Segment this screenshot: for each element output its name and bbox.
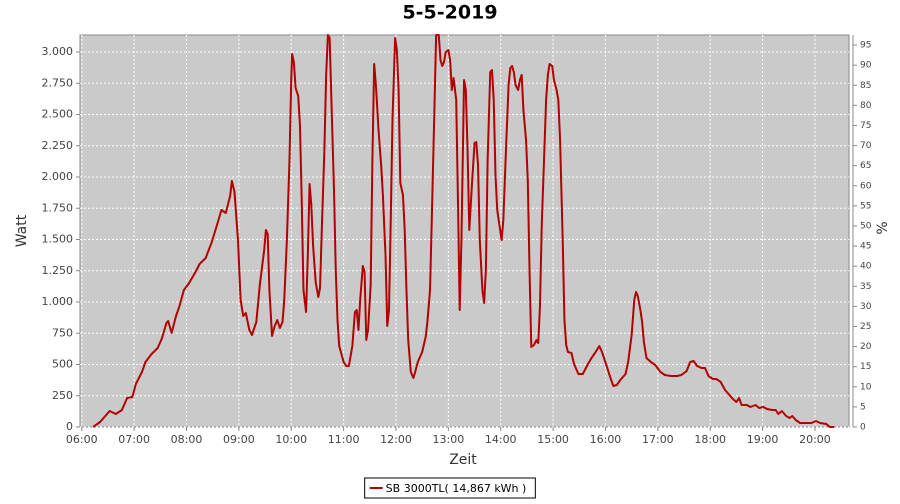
y-tick-label: 1.000 bbox=[42, 295, 74, 308]
legend-box bbox=[364, 477, 536, 499]
x-tick-label: 13:00 bbox=[433, 433, 465, 446]
y2-tick-label: 5 bbox=[860, 402, 866, 412]
y-tick-label: 2.000 bbox=[42, 170, 74, 183]
x-tick-label: 16:00 bbox=[590, 433, 622, 446]
data-line bbox=[92, 34, 835, 428]
y2-tick-label: 10 bbox=[860, 382, 872, 392]
x-tick-label: 10:00 bbox=[275, 433, 307, 446]
y-axis-title: Watt bbox=[14, 214, 30, 247]
x-tick-label: 11:00 bbox=[328, 433, 360, 446]
x-tick-label: 18:00 bbox=[694, 433, 726, 446]
y-tick-label: 1.750 bbox=[42, 201, 74, 214]
y2-tick-label: 75 bbox=[860, 121, 871, 131]
y2-tick-label: 85 bbox=[860, 81, 871, 91]
y-tick-label: 2.500 bbox=[42, 108, 74, 121]
y-tick-label: 2.750 bbox=[42, 76, 74, 89]
y-tick-label: 3.000 bbox=[42, 45, 74, 58]
x-tick-label: 07:00 bbox=[118, 433, 150, 446]
y2-tick-label: 80 bbox=[860, 101, 872, 111]
y2-tick-label: 70 bbox=[860, 141, 872, 151]
y-tick-label: 2.250 bbox=[42, 139, 74, 152]
x-tick-label: 06:00 bbox=[66, 433, 98, 446]
y2-axis-title: % bbox=[875, 221, 891, 234]
x-tick-label: 09:00 bbox=[223, 433, 255, 446]
y-tick-label: 1.250 bbox=[42, 264, 74, 277]
x-tick-label: 14:00 bbox=[485, 433, 517, 446]
x-tick-label: 08:00 bbox=[171, 433, 203, 446]
legend-label: SB 3000TL( 14,867 kWh ) bbox=[386, 482, 527, 495]
y2-tick-label: 40 bbox=[860, 262, 872, 272]
y2-tick-label: 30 bbox=[860, 302, 872, 312]
y2-tick-label: 45 bbox=[860, 242, 871, 252]
y2-tick-label: 60 bbox=[860, 181, 872, 191]
x-axis-title: Zeit bbox=[449, 452, 477, 468]
y2-tick-label: 50 bbox=[860, 221, 872, 231]
y2-tick-label: 90 bbox=[860, 61, 872, 71]
x-tick-label: 19:00 bbox=[747, 433, 779, 446]
y2-tick-label: 25 bbox=[860, 322, 871, 332]
y-tick-label: 750 bbox=[52, 326, 73, 339]
y2-tick-label: 35 bbox=[860, 282, 871, 292]
y-tick-label: 0 bbox=[66, 420, 73, 433]
chart-title: 5-5-2019 bbox=[402, 2, 497, 24]
x-tick-label: 12:00 bbox=[380, 433, 412, 446]
y2-tick-label: 15 bbox=[860, 362, 871, 372]
y2-tick-label: 20 bbox=[860, 342, 872, 352]
y2-tick-label: 55 bbox=[860, 201, 871, 211]
y-tick-label: 250 bbox=[52, 389, 73, 402]
y-tick-label: 1.500 bbox=[42, 233, 74, 246]
y-tick-label: 500 bbox=[52, 358, 73, 371]
x-tick-label: 17:00 bbox=[642, 433, 674, 446]
x-tick-label: 20:00 bbox=[799, 433, 831, 446]
x-tick-label: 15:00 bbox=[537, 433, 569, 446]
y2-tick-label: 0 bbox=[860, 423, 866, 433]
y2-tick-label: 65 bbox=[860, 161, 871, 171]
y2-tick-label: 95 bbox=[860, 41, 871, 51]
